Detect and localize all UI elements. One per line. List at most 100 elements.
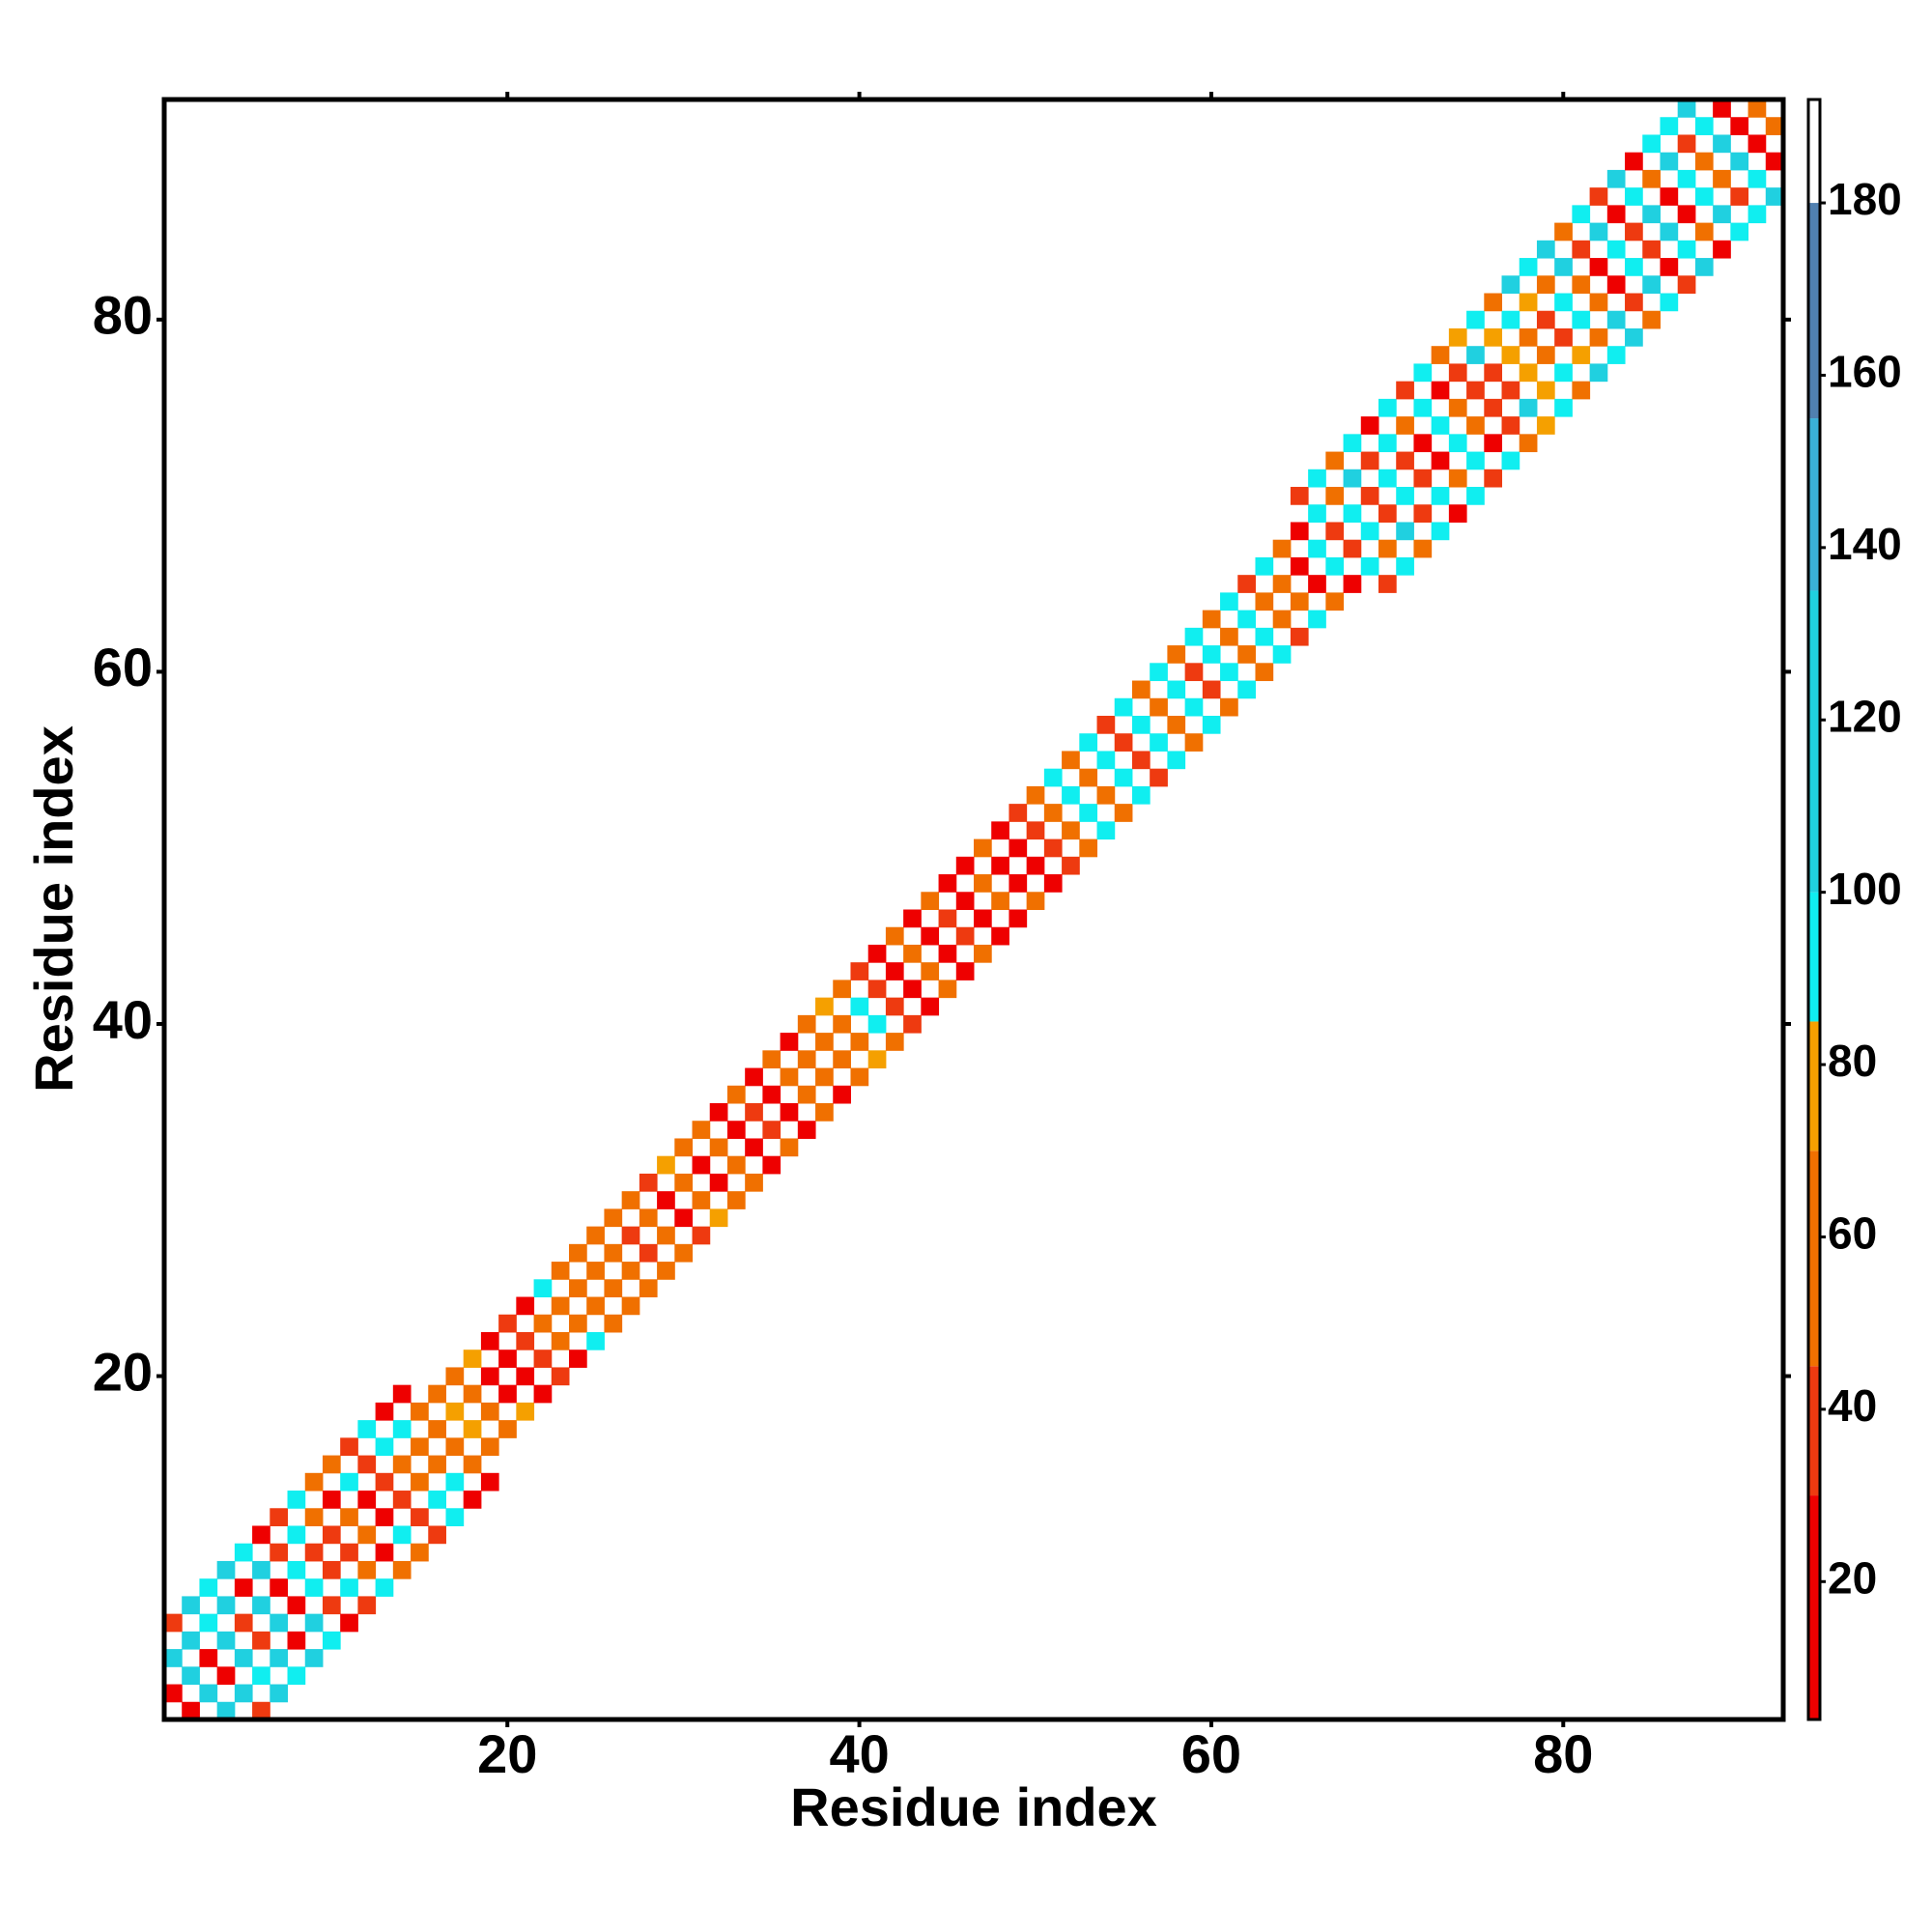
heat-cell — [340, 1578, 358, 1597]
heat-cell — [885, 926, 904, 946]
heat-cell — [745, 1173, 763, 1192]
heat-cell — [234, 1684, 253, 1703]
heat-cell — [1431, 416, 1450, 435]
heat-cell — [1325, 522, 1345, 541]
heat-cell — [745, 1103, 763, 1122]
heat-cell — [340, 1613, 358, 1633]
colorbar-segment — [1808, 99, 1820, 204]
heat-cell — [885, 997, 904, 1016]
heat-cell — [304, 1543, 324, 1562]
heat-cell — [287, 1491, 306, 1509]
heat-cell — [1554, 293, 1573, 312]
heat-cell — [1747, 134, 1767, 154]
heat-cell — [1272, 575, 1292, 593]
heat-cell — [1431, 487, 1450, 505]
heat-cell — [991, 892, 1009, 910]
heat-cell — [1255, 627, 1274, 646]
heat-cell — [1413, 469, 1433, 488]
x-axis-label: Residue index — [790, 1776, 1157, 1837]
heat-cell — [1554, 258, 1573, 276]
heat-cell — [1501, 275, 1520, 295]
heat-cell — [445, 1437, 465, 1457]
heat-cell — [569, 1350, 587, 1368]
heat-cell — [1237, 645, 1256, 664]
plot-frame — [161, 97, 1786, 1722]
heat-cell — [1642, 134, 1661, 154]
heat-cell — [252, 1701, 270, 1720]
heat-cell — [533, 1279, 553, 1298]
heat-cell — [1150, 663, 1168, 682]
heat-cell — [1642, 169, 1661, 188]
heat-cell — [1150, 733, 1168, 752]
heat-cell — [357, 1420, 377, 1438]
heat-cell — [1009, 909, 1028, 928]
heat-cell — [586, 1262, 605, 1280]
heat-cell — [1413, 363, 1433, 383]
heat-cell — [1713, 99, 1731, 118]
heat-cell — [1431, 522, 1450, 541]
heat-cell — [1448, 363, 1467, 383]
heat-cell — [463, 1455, 482, 1474]
heat-cell — [322, 1455, 341, 1474]
colorbar-segment — [1808, 590, 1820, 893]
heat-cell — [1572, 346, 1591, 364]
colorbar-segment — [1808, 1366, 1820, 1496]
heat-cell — [1554, 363, 1573, 383]
heat-cell — [428, 1491, 446, 1509]
heat-cell — [955, 926, 975, 946]
y-tick-label: 80 — [93, 285, 153, 346]
heat-cell — [287, 1560, 306, 1579]
heat-cell — [411, 1437, 429, 1457]
heat-cell — [762, 1050, 781, 1069]
heat-cell — [428, 1455, 446, 1474]
heat-cell — [1237, 610, 1256, 629]
heat-cell — [621, 1191, 640, 1209]
heat-cell — [1396, 556, 1414, 576]
colorbar-tick-label: 100 — [1828, 864, 1902, 914]
heat-cell — [1026, 856, 1045, 875]
heat-cell — [498, 1350, 517, 1368]
heat-cell — [1343, 504, 1362, 523]
heat-cell — [938, 874, 957, 893]
heat-cell — [199, 1613, 218, 1633]
heat-cell — [1765, 187, 1784, 206]
heat-cell — [1606, 275, 1626, 295]
heat-cell — [164, 1649, 183, 1667]
heat-cell — [1589, 187, 1608, 206]
heat-cell — [533, 1350, 553, 1368]
heat-cell — [850, 962, 869, 980]
heat-cell — [445, 1402, 465, 1421]
heat-cell — [1730, 117, 1749, 135]
heat-cell — [1660, 152, 1679, 171]
heat-cell — [1220, 627, 1238, 646]
heat-cell — [1413, 504, 1433, 523]
heat-cell — [621, 1262, 640, 1280]
heat-cell — [1730, 187, 1749, 206]
heat-cell — [1536, 346, 1555, 364]
heat-cell — [322, 1631, 341, 1650]
heat-cell — [445, 1508, 465, 1526]
heat-cell — [199, 1578, 218, 1597]
heat-cell — [692, 1226, 711, 1245]
heat-cell — [1184, 733, 1204, 752]
heat-cell — [375, 1508, 394, 1526]
heat-cell — [1325, 556, 1345, 576]
heat-cell — [1677, 205, 1696, 224]
heat-cell — [340, 1437, 358, 1457]
heat-cell — [674, 1173, 694, 1192]
heat-cell — [639, 1279, 658, 1298]
heat-cell — [1237, 680, 1256, 699]
heat-cell — [411, 1543, 429, 1562]
heat-cell — [1448, 469, 1467, 488]
heat-cell — [938, 980, 957, 999]
heat-cell — [287, 1631, 306, 1650]
heat-cell — [322, 1525, 341, 1545]
colorbar-tick-label: 20 — [1828, 1552, 1877, 1603]
heat-cell — [234, 1578, 253, 1597]
heat-cell — [304, 1649, 324, 1667]
heat-cell — [1202, 680, 1221, 699]
heat-cell — [1554, 398, 1573, 417]
heat-cell — [867, 980, 887, 999]
heat-cell — [921, 962, 940, 980]
heat-cell — [322, 1596, 341, 1615]
